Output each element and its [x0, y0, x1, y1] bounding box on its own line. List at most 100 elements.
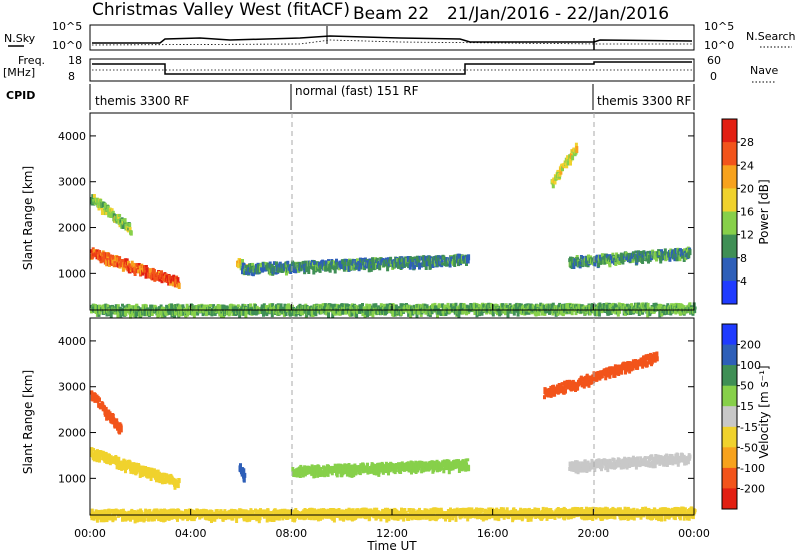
velocity-cell: [268, 511, 272, 516]
power-cell: [264, 262, 268, 267]
nsearch-label: N.Search: [746, 30, 796, 43]
velocity-cell: [655, 458, 659, 465]
velocity-cell: [105, 413, 109, 421]
power-colorbar-segment: [722, 165, 737, 189]
power-cell: [597, 309, 601, 317]
velocity-cell: [210, 516, 213, 523]
power-cell: [122, 305, 126, 311]
velocity-cell: [590, 378, 594, 384]
date-range: 21/Jan/2016 - 22/Jan/2016: [447, 4, 669, 24]
power-cell: [105, 209, 109, 215]
velocity-cell: [307, 513, 311, 520]
velocity-cell: [662, 460, 666, 467]
power-cell: [637, 250, 640, 256]
power-cell: [601, 306, 605, 311]
nsky-left-tick-bottom: 10^0: [52, 39, 82, 52]
power-cell: [124, 311, 128, 317]
velocity-cell: [577, 461, 581, 467]
power-colorbar-segment: [722, 257, 737, 282]
power-cell: [129, 230, 133, 236]
nsearch-trace: [91, 39, 692, 46]
power-cell: [354, 259, 358, 265]
power-cell: [587, 254, 590, 261]
power-cell: [236, 304, 240, 308]
velocity-cell: [124, 515, 128, 522]
velocity-cell: [552, 384, 556, 391]
velocity-cell: [241, 509, 245, 513]
power-cell: [176, 277, 180, 285]
power-colorbar-segment: [722, 142, 737, 166]
velocity-cell: [163, 472, 167, 477]
power-cell: [616, 254, 620, 262]
power-cell: [346, 307, 350, 311]
power-cell: [411, 257, 415, 263]
velocity-cell: [587, 380, 591, 388]
power-cell: [237, 263, 241, 269]
velocity-cell: [133, 464, 137, 470]
power-cell: [435, 306, 439, 311]
velocity-cell: [410, 468, 413, 475]
nsky-label: N.Sky: [4, 32, 36, 45]
cpid-segment-2: normal (fast) 151 RF: [295, 84, 419, 98]
power-cell: [319, 265, 322, 270]
velocity-cell: [381, 508, 385, 513]
velocity-cell: [387, 509, 391, 514]
power-cell: [95, 310, 99, 317]
velocity-cell: [579, 375, 583, 380]
power-cell: [104, 304, 108, 311]
velocity-cell: [665, 453, 669, 458]
power-cell: [175, 304, 179, 312]
cpid-strip: CPID themis 3300 RF normal (fast) 151 RF…: [6, 84, 695, 110]
power-cell: [553, 305, 557, 312]
power-cell: [646, 250, 650, 255]
power-cell: [663, 248, 667, 254]
power-cell: [247, 304, 251, 310]
power-cell: [639, 308, 643, 315]
velocity-cell: [653, 352, 657, 357]
velocity-cell: [316, 515, 320, 522]
velocity-cell: [255, 514, 259, 520]
power-colorbar-segment: [722, 280, 737, 305]
power-cell: [490, 303, 494, 311]
power-cell: [220, 310, 223, 318]
velocity-cell: [569, 465, 573, 468]
power-ytick-label: 3000: [58, 176, 86, 189]
velocity-cell: [357, 469, 361, 475]
power-cells: [90, 142, 697, 319]
power-cell: [105, 256, 109, 261]
nsky-right-tick-top: 10^5: [704, 20, 734, 33]
power-cell: [682, 255, 686, 262]
velocity-cell: [400, 507, 403, 514]
power-cell: [361, 303, 364, 306]
velocity-cell: [655, 351, 659, 357]
power-cell: [658, 251, 662, 255]
power-cell: [575, 146, 579, 153]
velocity-cell: [102, 516, 106, 523]
velocity-cell: [140, 510, 144, 516]
power-cell: [150, 272, 154, 276]
velocity-cell: [385, 515, 389, 523]
power-cell: [374, 303, 378, 311]
velocity-cell: [107, 508, 111, 515]
velocity-cell: [90, 452, 93, 457]
velocity-cell: [406, 463, 410, 468]
power-cell: [598, 254, 602, 260]
power-cell: [501, 303, 505, 309]
velocity-cell: [251, 510, 255, 515]
power-cell: [275, 261, 278, 269]
velocity-cell: [645, 361, 649, 368]
velocity-cell: [454, 514, 458, 522]
velocity-cell: [99, 515, 103, 523]
power-cell: [254, 263, 258, 267]
power-cell: [537, 308, 541, 316]
velocity-cell: [568, 461, 572, 467]
velocity-cell: [103, 405, 106, 412]
power-cell: [389, 256, 393, 263]
velocity-cell: [309, 514, 313, 521]
power-cell: [576, 310, 580, 314]
velocity-cell: [688, 456, 692, 461]
power-cell: [581, 255, 585, 261]
power-cell: [611, 252, 615, 256]
power-cell: [371, 265, 375, 271]
velocity-cell: [402, 515, 406, 522]
